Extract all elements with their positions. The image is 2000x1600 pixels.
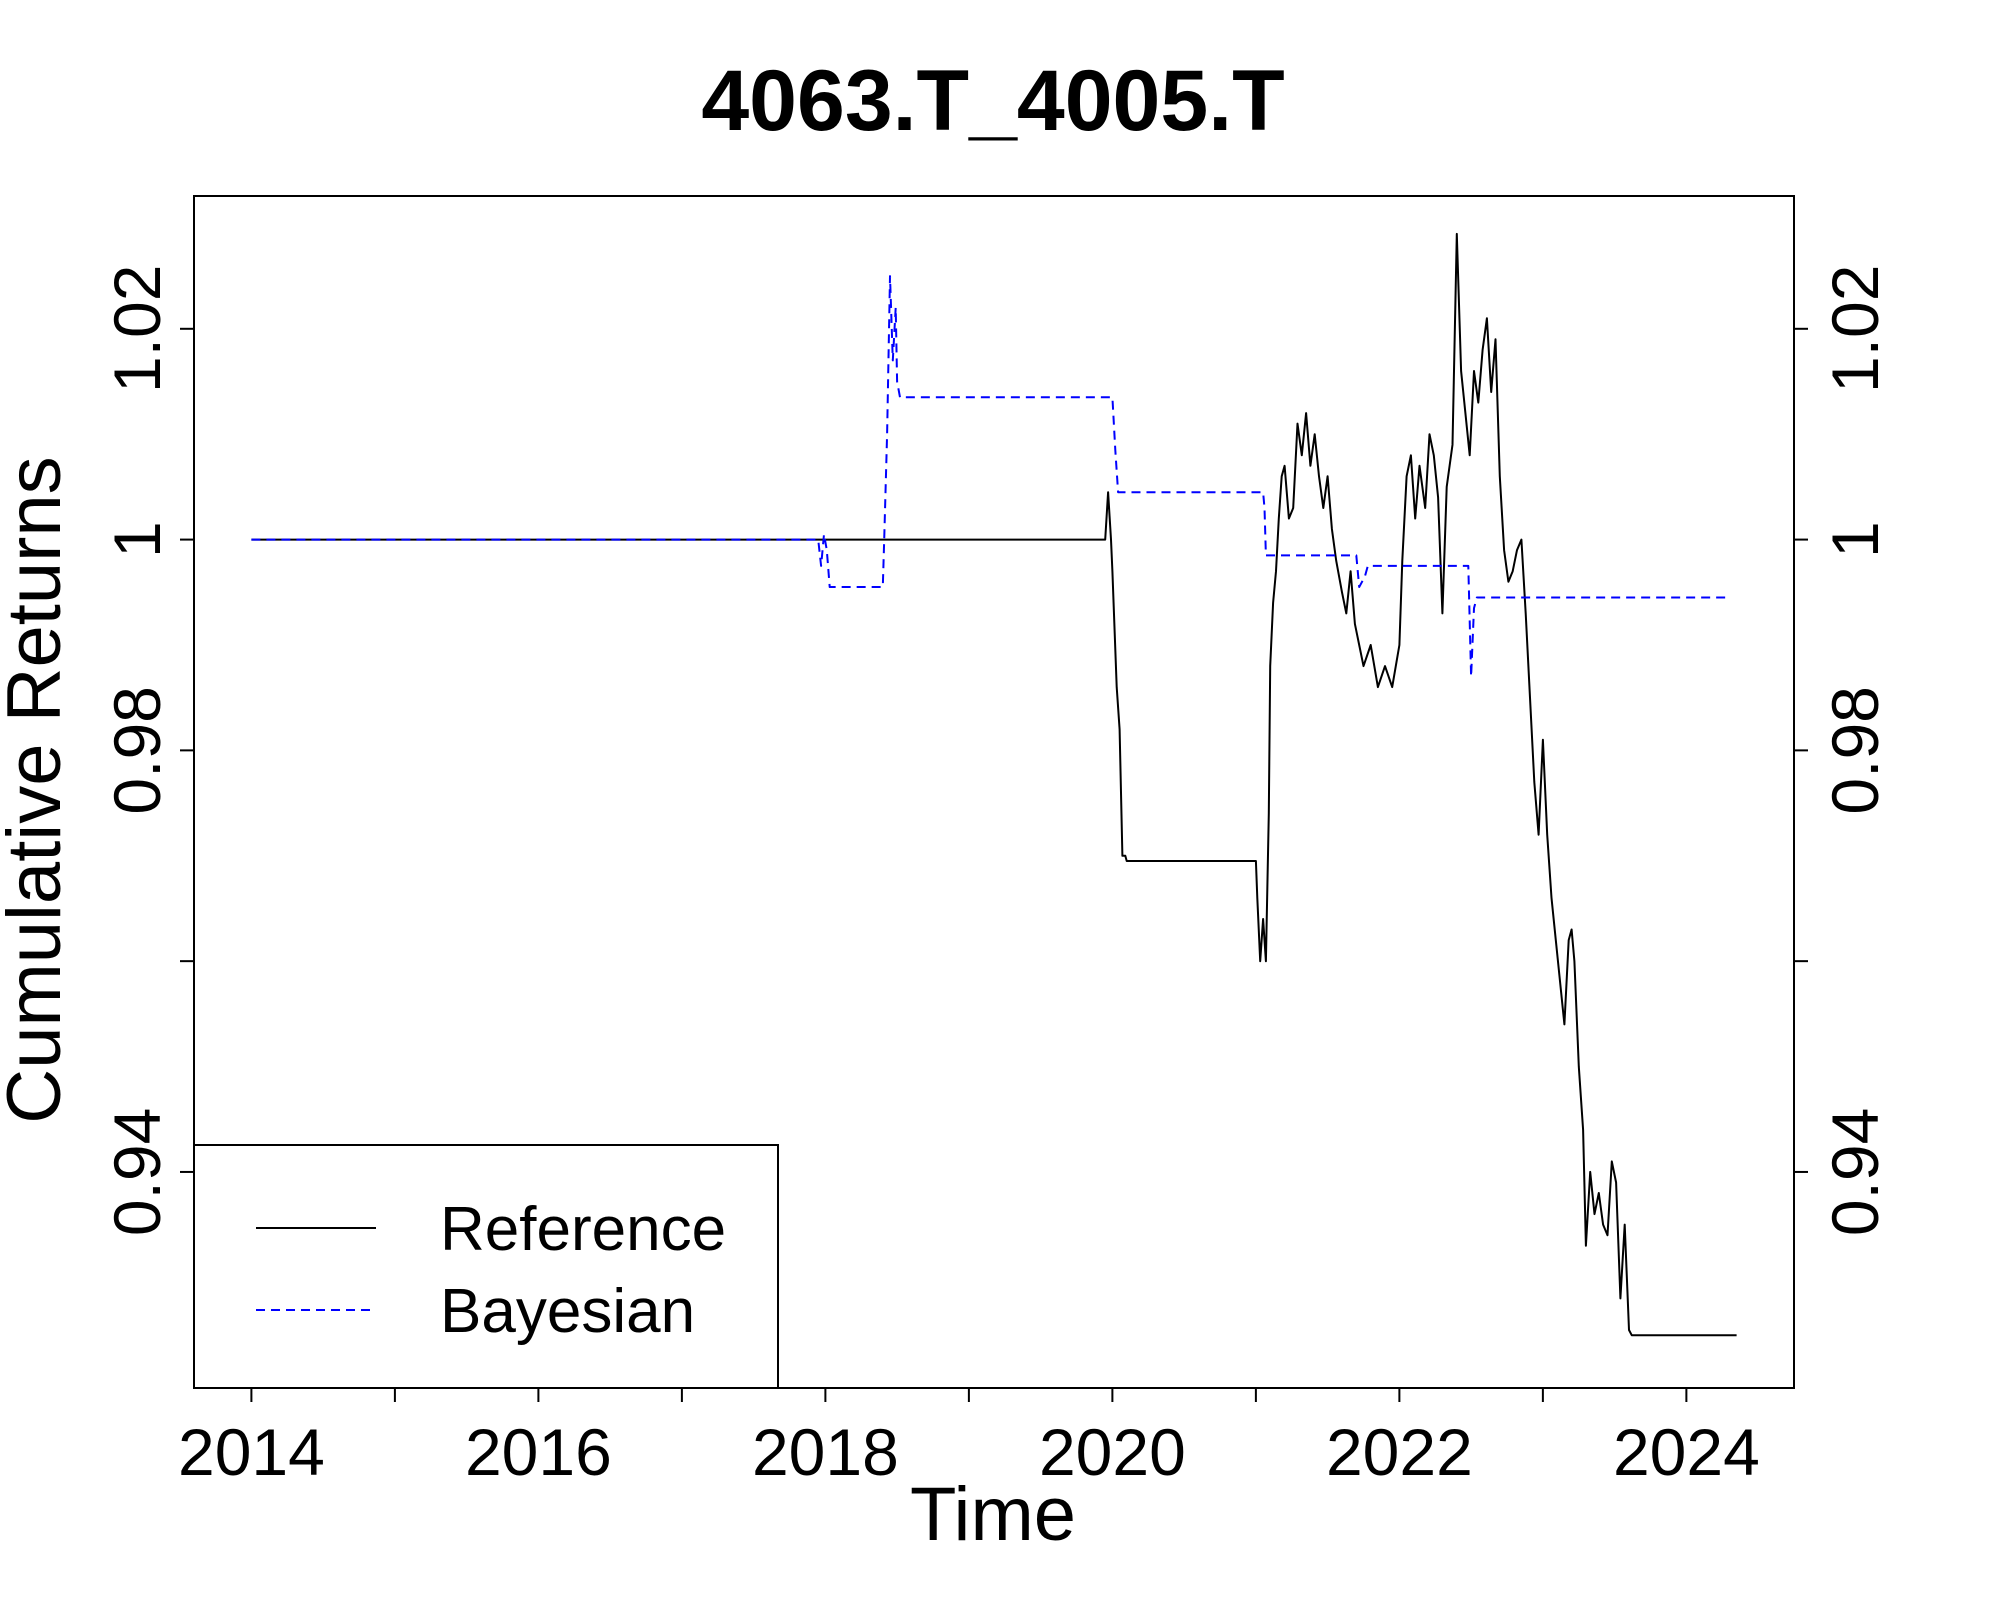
x-tick-label: 2016 [465, 1415, 612, 1489]
legend-label-reference: Reference [440, 1195, 726, 1264]
x-axis: 2014 2016 2018 2020 2022 2024 [178, 1388, 1760, 1489]
x-tick-label: 2018 [752, 1415, 899, 1489]
y-tick-label-left: 0.98 [100, 686, 174, 814]
x-tick-label: 2022 [1326, 1415, 1473, 1489]
series-layer [251, 232, 1737, 1337]
x-axis-title: Time [910, 1472, 1076, 1557]
y-axis-right: 0.94 0.98 1 1.02 [1794, 265, 1892, 1236]
series-line-reference [251, 232, 1737, 1337]
y-axis-left: 0.94 0.98 1 1.02 [100, 265, 194, 1236]
y-tick-label-left: 1.02 [100, 265, 174, 393]
x-tick-label: 2020 [1039, 1415, 1186, 1489]
legend: Reference Bayesian [193, 1144, 779, 1389]
y-tick-label-right: 0.94 [1818, 1108, 1892, 1236]
legend-box [193, 1144, 779, 1389]
x-tick-label: 2024 [1613, 1415, 1760, 1489]
y-tick-label-right: 1.02 [1818, 265, 1892, 393]
legend-label-bayesian: Bayesian [440, 1277, 695, 1346]
y-tick-label-left: 1 [100, 521, 174, 558]
plot-frame [193, 195, 1795, 1389]
x-tick-label: 2014 [178, 1415, 325, 1489]
y-tick-label-right: 1 [1818, 521, 1892, 558]
series-line-bayesian [251, 275, 1730, 678]
y-tick-label-left: 0.94 [100, 1108, 174, 1236]
y-tick-label-right: 0.98 [1818, 686, 1892, 814]
chart-title: 4063.T_4005.T [701, 53, 1284, 149]
y-axis-title: Cumulative Returns [0, 456, 77, 1123]
